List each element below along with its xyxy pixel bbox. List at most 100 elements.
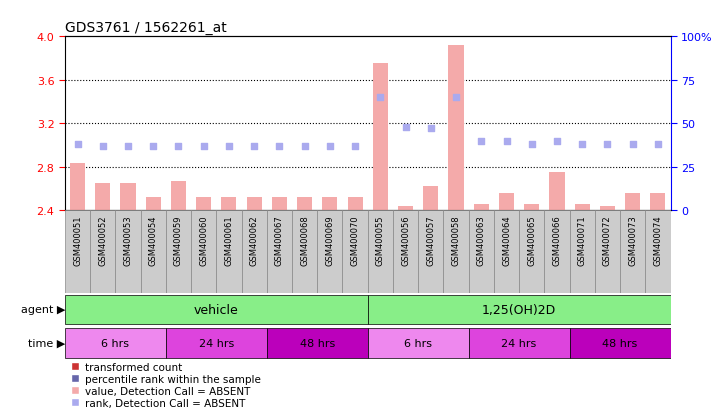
Bar [90,211,115,293]
Bar [625,193,640,211]
Text: GSM400070: GSM400070 [350,215,360,265]
Text: GSM400068: GSM400068 [300,215,309,266]
Point [173,143,185,150]
Point [450,95,462,101]
Bar [575,204,590,211]
Text: agent ▶: agent ▶ [20,305,65,315]
Bar [595,211,620,293]
Text: GSM400059: GSM400059 [174,215,183,265]
Point [224,143,235,150]
Bar [549,173,565,211]
Bar [373,64,388,211]
Bar [650,193,665,211]
Bar [95,183,110,211]
Bar [570,211,595,293]
Text: GSM400056: GSM400056 [401,215,410,265]
Point [198,143,210,150]
Text: GSM400074: GSM400074 [653,215,663,265]
Bar [115,211,141,293]
Point [602,141,614,148]
Bar [448,46,464,211]
Bar [146,198,161,211]
Text: GSM400051: GSM400051 [73,215,82,265]
Text: GSM400054: GSM400054 [149,215,158,265]
Text: 48 hrs: 48 hrs [300,338,335,348]
Bar [171,181,186,211]
Text: GSM400062: GSM400062 [249,215,259,265]
Bar [494,211,519,293]
Bar [65,295,368,325]
Point [274,143,286,150]
Point [248,143,260,150]
Point [148,143,159,150]
Bar [524,204,539,211]
Bar [469,211,494,293]
Bar [348,198,363,211]
Text: GSM400067: GSM400067 [275,215,284,266]
Point [299,143,311,150]
Text: GSM400065: GSM400065 [527,215,536,265]
Point [324,143,336,150]
Bar [393,211,418,293]
Bar [469,328,570,358]
Bar [368,328,469,358]
Text: 24 hrs: 24 hrs [199,338,234,348]
Text: GSM400055: GSM400055 [376,215,385,265]
Bar [519,211,544,293]
Bar [499,193,514,211]
Bar [297,198,312,211]
Text: GSM400052: GSM400052 [98,215,107,265]
Bar [423,187,438,211]
Bar [600,206,615,211]
Bar [70,164,85,211]
Bar [620,211,645,293]
Bar [570,328,671,358]
Bar [221,198,236,211]
Bar [267,211,292,293]
Bar [368,211,393,293]
Point [425,126,437,133]
Text: 1,25(OH)2D: 1,25(OH)2D [482,303,556,316]
Point [375,95,386,101]
Bar [242,211,267,293]
Bar [141,211,166,293]
Text: GSM400071: GSM400071 [578,215,587,265]
Bar [166,328,267,358]
Point [350,143,361,150]
Bar [322,198,337,211]
Text: GSM400060: GSM400060 [199,215,208,265]
Bar [267,328,368,358]
Point [552,138,563,145]
Bar [645,211,671,293]
Bar [65,328,166,358]
Bar [247,198,262,211]
Text: GSM400072: GSM400072 [603,215,612,265]
Bar [191,211,216,293]
Point [526,141,538,148]
Point [400,124,412,131]
Text: GSM400057: GSM400057 [426,215,435,265]
Bar [418,211,443,293]
Point [627,141,639,148]
Point [501,138,513,145]
Text: GSM400063: GSM400063 [477,215,486,266]
Text: 6 hrs: 6 hrs [102,338,129,348]
Bar [65,211,90,293]
Bar [474,204,489,211]
Bar [216,211,242,293]
Bar [120,183,136,211]
Text: GSM400066: GSM400066 [552,215,562,266]
Point [123,143,134,150]
Point [476,138,487,145]
Text: 48 hrs: 48 hrs [603,338,637,348]
Bar [292,211,317,293]
Bar [368,295,671,325]
Bar [443,211,469,293]
Legend: transformed count, percentile rank within the sample, value, Detection Call = AB: transformed count, percentile rank withi… [70,362,260,408]
Text: GSM400073: GSM400073 [628,215,637,266]
Text: GSM400061: GSM400061 [224,215,234,265]
Text: vehicle: vehicle [194,303,239,316]
Text: 24 hrs: 24 hrs [502,338,536,348]
Point [653,141,664,148]
Bar [272,198,287,211]
